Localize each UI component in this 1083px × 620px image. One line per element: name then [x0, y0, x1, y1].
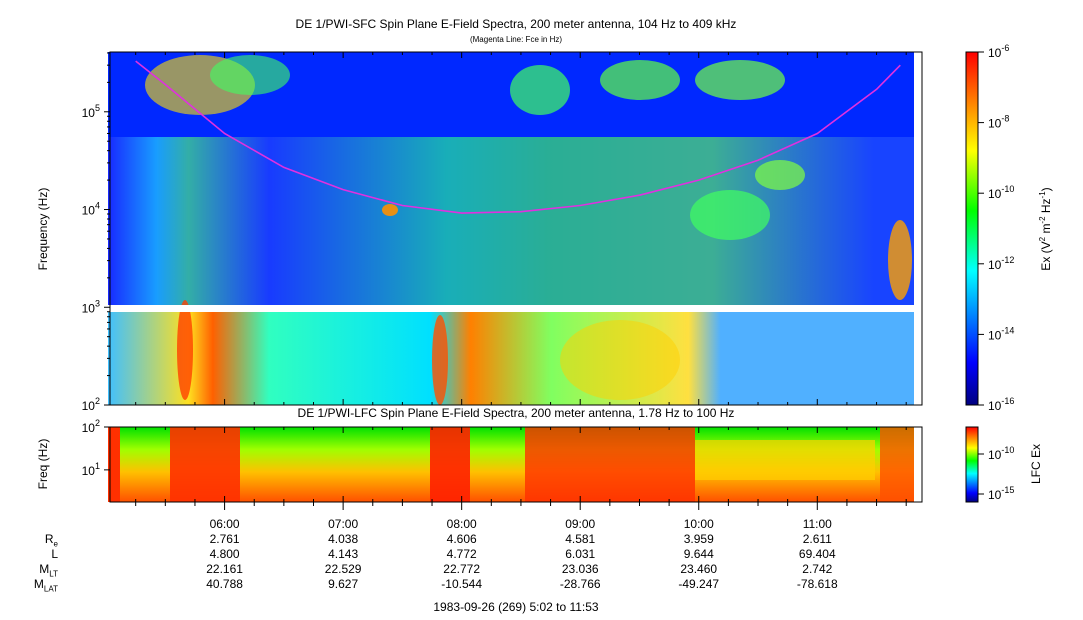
ephemeris-value: 40.788: [206, 577, 243, 591]
sfc-colorbar-ticks: 10-6 10-8 10-10 10-12 10-14 10-16: [978, 43, 1014, 413]
sfc-colorbar-tick-label: 10-6: [988, 43, 1009, 60]
sfc-spectrogram: [108, 51, 923, 406]
ephemeris-value: 22.161: [206, 562, 243, 576]
ephemeris-value: 23.460: [680, 562, 718, 576]
ephemeris-value: 2.611: [802, 532, 832, 546]
lfc-panel-title: DE 1/PWI-LFC Spin Plane E-Field Spectra,…: [297, 406, 735, 420]
sfc-y-tick-label: 102: [82, 396, 100, 413]
x-tick-label: 06:00: [210, 517, 240, 531]
ephemeris-value: 4.581: [565, 532, 596, 546]
sfc-colorbar-tick-label: 10-10: [988, 184, 1014, 201]
ephemeris-value: 2.761: [209, 532, 240, 546]
chart-subtitle: (Magenta Line: Fce in Hz): [469, 35, 563, 44]
lfc-colorbar: [965, 426, 979, 503]
time-range-footer: 1983-09-26 (269) 5:02 to 11:53: [433, 600, 599, 614]
sfc-colorbar-tick-label: 10-8: [988, 114, 1009, 131]
ephemeris-value: -28.766: [559, 577, 601, 591]
sfc-y-tick-label: 104: [82, 201, 100, 218]
sfc-colorbar-tick-label: 10-12: [988, 255, 1014, 272]
lfc-colorbar-tick-label: 10-15: [988, 485, 1014, 502]
ephemeris-value: 4.772: [446, 547, 477, 561]
lfc-y-axis: 101 102: [82, 418, 110, 478]
ephemeris-value: 9.644: [683, 547, 714, 561]
x-tick-label: 08:00: [447, 517, 477, 531]
ephemeris-value: -49.247: [678, 577, 720, 591]
ephemeris-value: 4.038: [328, 532, 359, 546]
fce-series: [135, 60, 901, 214]
ephemeris-value: 4.800: [209, 547, 240, 561]
lfc-colorbar-tick-label: 10-10: [988, 445, 1014, 462]
x-tick-label: 09:00: [565, 517, 595, 531]
ephemeris-row-label: Re: [44, 532, 58, 549]
lfc-y-label: Freq (Hz): [36, 439, 50, 490]
ephemeris-value: -10.544: [441, 577, 482, 591]
ephemeris-row-label: L: [51, 547, 58, 561]
x-tick-label: 10:00: [684, 517, 714, 531]
lfc-colorbar-label: LFC Ex: [1029, 444, 1043, 484]
sfc-y-label: Frequency (Hz): [36, 188, 50, 271]
ephemeris-value: 4.606: [446, 532, 477, 546]
sfc-colorbar-label: Ex (V2 m-2 Hz-1): [1038, 187, 1053, 270]
ephemeris-value: 4.143: [328, 547, 359, 561]
lfc-colorbar-ticks: 10-10 10-15: [978, 445, 1014, 502]
ephemeris-value: -78.618: [796, 577, 838, 591]
ephemeris-value: 3.959: [683, 532, 714, 546]
ephemeris-value: 23.036: [561, 562, 599, 576]
x-tick-label: 11:00: [803, 517, 832, 531]
ephemeris-row-label: MLT: [39, 562, 58, 579]
ephemeris-value: 22.529: [324, 562, 362, 576]
ephemeris-value: 69.404: [798, 547, 836, 561]
x-tick-label: 07:00: [328, 517, 358, 531]
sfc-colorbar-tick-label: 10-14: [988, 325, 1014, 342]
ephemeris-value: 9.627: [328, 577, 359, 591]
sfc-y-tick-label: 105: [82, 103, 100, 120]
ephemeris-value: 2.742: [802, 562, 833, 576]
x-axis: 06:00 07:00 08:00 09:00 10:00 11:00: [135, 52, 907, 531]
sfc-colorbar-tick-label: 10-16: [988, 396, 1014, 413]
lfc-y-tick-label: 102: [82, 418, 100, 435]
chart-title: DE 1/PWI-SFC Spin Plane E-Field Spectra,…: [295, 17, 737, 31]
ephemeris-row-label: MLAT: [33, 577, 58, 594]
ephemeris-value: 22.772: [443, 562, 480, 576]
fce-line: [135, 60, 901, 214]
sfc-colorbar: [965, 51, 979, 406]
lfc-spectrogram: [108, 426, 923, 503]
lfc-y-tick-label: 101: [82, 461, 100, 478]
sfc-y-tick-label: 103: [82, 298, 100, 315]
ephemeris-value: 6.031: [565, 547, 596, 561]
sfc-y-axis: 102 103 104 105: [82, 52, 110, 413]
